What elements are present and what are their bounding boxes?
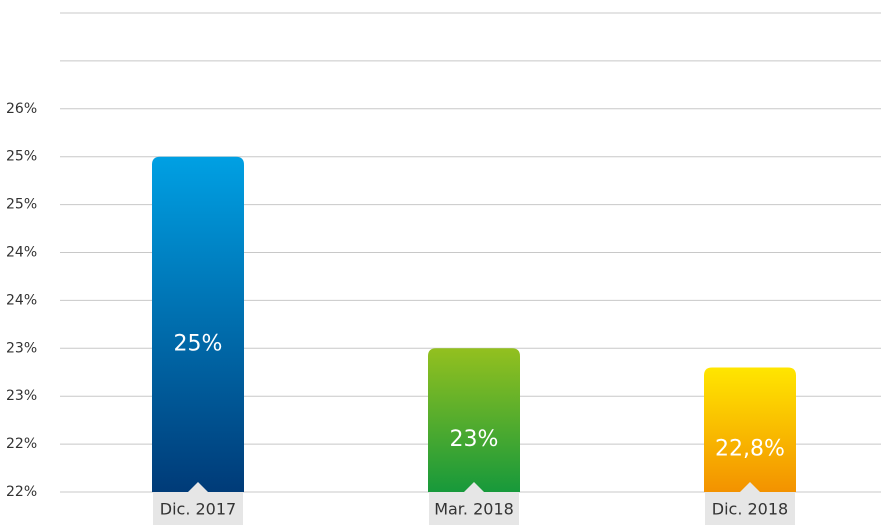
y-tick-label: 26% xyxy=(6,101,37,117)
bar xyxy=(428,348,520,492)
y-tick-label: 24% xyxy=(6,245,37,261)
bar xyxy=(704,367,796,492)
x-tick-label: Dic. 2017 xyxy=(160,500,236,519)
y-tick-label: 25% xyxy=(6,197,37,213)
category-box xyxy=(705,482,795,525)
x-tick-label: Dic. 2018 xyxy=(712,500,788,519)
y-tick-label: 25% xyxy=(6,149,37,165)
y-tick-label: 23% xyxy=(6,340,37,356)
value-label: 25% xyxy=(174,331,223,356)
category-box xyxy=(153,482,243,525)
value-label: 23% xyxy=(450,427,499,452)
value-label: 22,8% xyxy=(715,437,785,462)
bar xyxy=(152,156,244,492)
y-tick-label: 22% xyxy=(6,484,37,500)
y-tick-label: 24% xyxy=(6,292,37,308)
y-tick-label: 23% xyxy=(6,388,37,404)
x-tick-label: Mar. 2018 xyxy=(434,500,514,519)
category-box xyxy=(429,482,519,525)
y-tick-label: 22% xyxy=(6,436,37,452)
